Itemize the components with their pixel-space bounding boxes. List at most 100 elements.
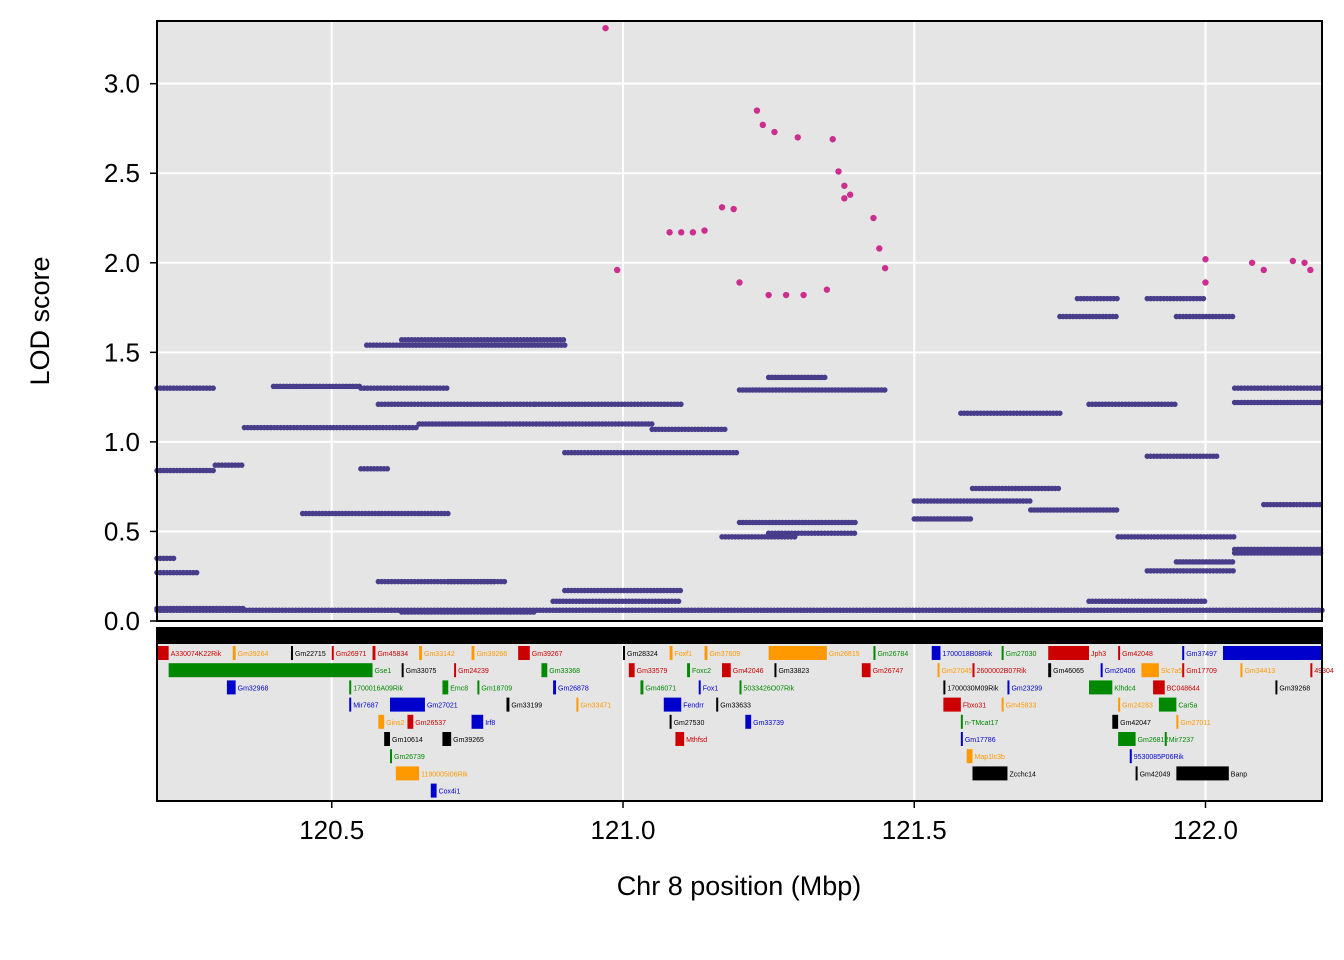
lod-peak-point <box>1301 259 1308 266</box>
gene-box <box>471 714 484 729</box>
y-axis: 0.0 0.5 1.0 1.5 2.0 2.5 3.0 <box>104 69 157 636</box>
lod-peak-point <box>823 286 831 293</box>
lod-peak-point <box>753 107 761 114</box>
gene-label: A330074K22Rik <box>171 651 222 658</box>
gene-label: Gm42049 <box>1140 771 1171 778</box>
lod-peak-point <box>782 291 790 299</box>
gene-box <box>454 663 457 678</box>
gene-label: Gm26812 <box>1138 737 1169 744</box>
gene-box <box>384 732 390 746</box>
lod-peak-point <box>841 182 848 189</box>
gene-box <box>401 663 404 678</box>
gene-label: 2600002B07Rik <box>977 668 1027 675</box>
gene-label: 1190005I06Rik <box>421 771 468 778</box>
gene-label: Slc7a5 <box>1161 668 1183 675</box>
gene-label: Gm17786 <box>965 737 996 744</box>
lod-peak-point <box>1248 259 1256 266</box>
lod-peak-point <box>1202 256 1209 263</box>
x-tick-label: 121.0 <box>590 815 655 845</box>
gene-box <box>972 663 975 678</box>
gene-label: Gm27011 <box>1180 720 1210 727</box>
gene-label: Gm32968 <box>238 685 269 692</box>
gene-label: Gm27045 <box>942 668 973 675</box>
gene-box <box>1048 646 1089 660</box>
lod-peak-point <box>765 291 772 299</box>
gene-box <box>1240 663 1243 678</box>
gene-track: A330074K22Rik Gm39264 Gm22715 Gm26971 Gm4583… <box>157 646 1334 798</box>
gene-label: 1700018B08Rik <box>942 651 992 658</box>
gene-label: Gm22715 <box>295 651 326 658</box>
gene-label: BC048644 <box>1167 685 1200 692</box>
lod-peak-point <box>701 227 708 234</box>
gene-box <box>675 732 685 746</box>
gene-label: Fbxo31 <box>963 703 986 710</box>
gene-box <box>1048 663 1052 678</box>
gene-box <box>349 680 352 695</box>
gene-label: 49304 <box>1314 668 1334 675</box>
gene-box <box>663 697 682 712</box>
gene-box <box>1001 697 1004 712</box>
gene-box <box>419 646 423 660</box>
gene-label: Gm33579 <box>637 668 668 675</box>
gene-box <box>739 680 742 695</box>
lod-peak-point <box>730 205 737 213</box>
gene-box <box>966 749 973 764</box>
gene-label: Gm20406 <box>1105 668 1136 675</box>
gene-label: Gm27530 <box>674 720 705 727</box>
gene-label: 1700030M09Rik <box>947 685 998 692</box>
gene-box <box>331 646 334 660</box>
gene-label: Foxf1 <box>675 651 693 658</box>
gene-box <box>960 714 963 729</box>
gene-box <box>541 663 548 678</box>
lod-peak-point <box>689 229 697 236</box>
gene-box <box>628 663 635 678</box>
gene-box <box>774 663 777 678</box>
gene-label: Gm33823 <box>778 668 809 675</box>
y-tick-label: 3.0 <box>104 69 140 99</box>
lod-peak-point <box>800 291 807 299</box>
gene-label: Mir7687 <box>353 703 378 710</box>
gene-box <box>1100 663 1103 678</box>
gene-label: Gm42046 <box>733 668 764 675</box>
y-tick-label: 0.0 <box>104 606 140 636</box>
gene-label: Gm28324 <box>627 651 658 658</box>
gene-frame <box>156 627 1323 802</box>
y-tick-label: 0.5 <box>104 516 140 546</box>
lod-peak-point <box>1289 257 1297 265</box>
gene-box <box>349 697 352 712</box>
gene-box <box>232 646 236 660</box>
gene-box <box>931 646 941 660</box>
lod-peak-point <box>1202 279 1209 286</box>
gene-box <box>290 646 293 660</box>
lod-peak-point <box>881 264 889 272</box>
gene-box <box>687 663 690 678</box>
gene-box <box>704 646 708 660</box>
gene-label: Gm39266 <box>476 651 507 658</box>
gene-label: Gm26784 <box>877 651 908 658</box>
gene-box <box>669 714 672 729</box>
gene-box <box>1118 732 1136 746</box>
gene-label: Gm33368 <box>549 668 580 675</box>
gene-label: Gm33471 <box>580 703 611 710</box>
lod-peak-point <box>841 195 848 202</box>
x-axis: 120.5 121.0 121.5 122.0 <box>299 801 1238 845</box>
gene-box <box>1310 663 1313 678</box>
gene-label: Gm37609 <box>709 651 740 658</box>
gene-label: Gm26878 <box>558 685 589 692</box>
gene-box <box>390 697 425 712</box>
gene-label: Foxc2 <box>692 668 711 675</box>
lod-peak-point <box>602 24 609 32</box>
chromosome-bar <box>157 628 1322 644</box>
y-tick-label: 1.5 <box>104 337 140 367</box>
gene-label: Gm27021 <box>427 703 458 710</box>
lod-peak-point <box>678 229 685 236</box>
gene-box <box>1153 680 1165 695</box>
gene-label: Gm42047 <box>1120 720 1151 727</box>
gene-label: Irf8 <box>485 720 495 727</box>
data-points <box>154 24 1325 615</box>
gene-box <box>716 697 719 712</box>
gene-box <box>640 680 644 695</box>
gene-label: 1700016A09Rik <box>353 685 403 692</box>
gene-label: Car5a <box>1178 703 1197 710</box>
gene-box <box>669 646 673 660</box>
